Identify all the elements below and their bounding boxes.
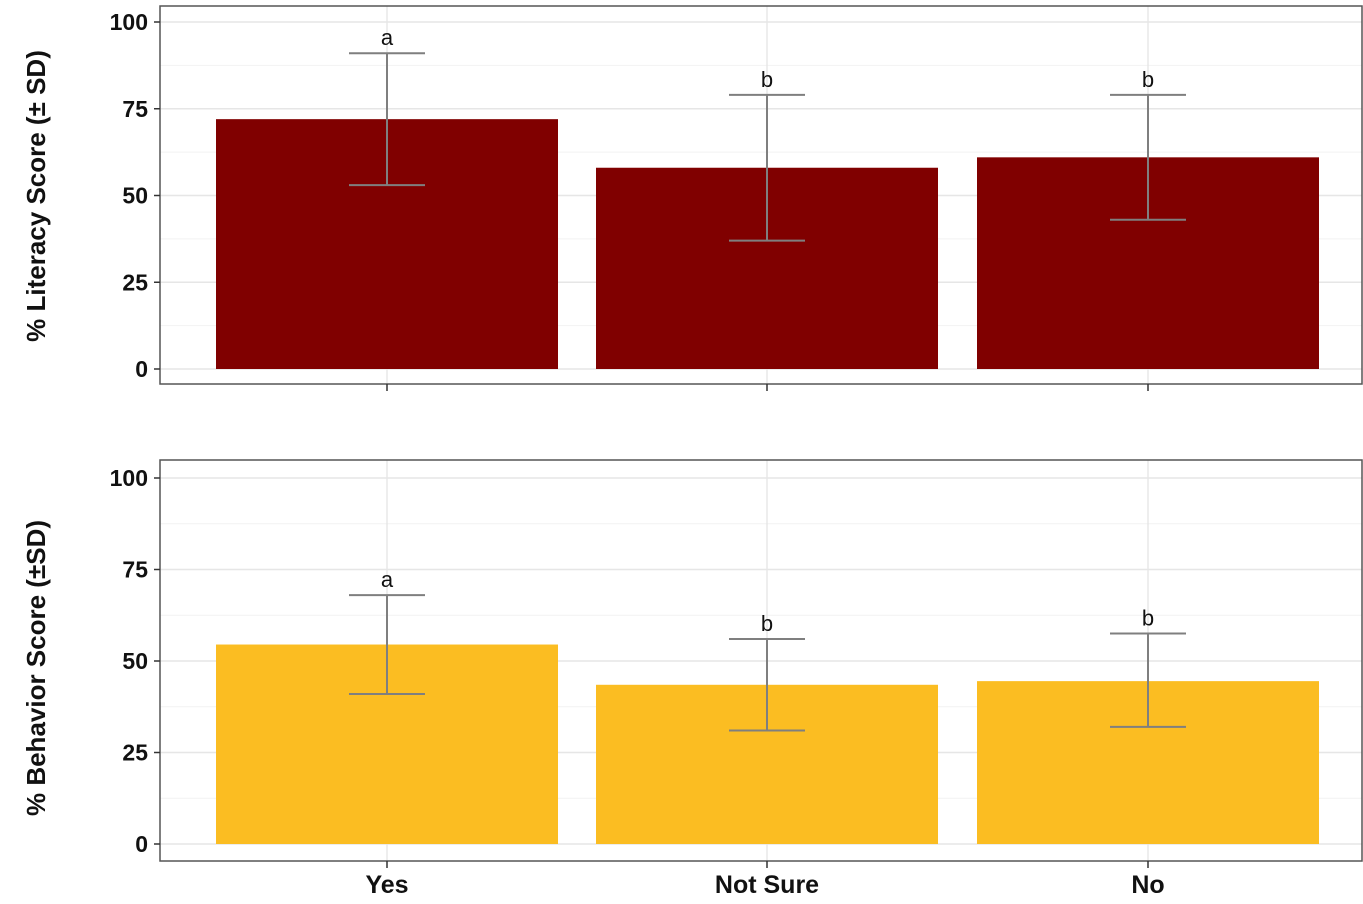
- error-bar: [729, 93, 805, 242]
- y-tick-label: 25: [122, 269, 148, 295]
- error-bar: [1110, 632, 1186, 728]
- y-tick-label: 75: [122, 557, 148, 583]
- y-tick-label: 50: [122, 648, 148, 674]
- y-tick-label: 50: [122, 183, 148, 209]
- y-tick-label: 0: [135, 831, 148, 857]
- significance-letter: b: [761, 611, 773, 636]
- error-bar: [1110, 93, 1186, 221]
- y-axis-label: % Behavior Score (±SD): [21, 520, 51, 816]
- y-tick-label: 100: [110, 9, 148, 35]
- x-tick-label: Yes: [365, 871, 408, 899]
- chart-panel-top: a b b 0 25 50 75 100 % Literacy Score (± SD): [21, 5, 1363, 391]
- x-tick-label: Not Sure: [715, 871, 819, 899]
- x-tick-label: No: [1131, 871, 1164, 899]
- error-bar: [349, 594, 425, 695]
- error-bar: [349, 52, 425, 187]
- significance-letter: a: [381, 567, 394, 592]
- y-tick-label: 25: [122, 740, 148, 766]
- significance-letter: a: [381, 25, 394, 50]
- significance-letter: b: [761, 67, 773, 92]
- error-bar: [729, 638, 805, 732]
- significance-letter: b: [1142, 606, 1154, 631]
- chart-panel-bottom: a b b 0 25 50 75 100 Yes Not Sure No % Behavior Sco…: [21, 459, 1363, 899]
- y-axis-label: % Literacy Score (± SD): [21, 50, 51, 342]
- y-tick-label: 75: [122, 96, 148, 122]
- y-tick-label: 100: [110, 465, 148, 491]
- significance-letter: b: [1142, 67, 1154, 92]
- y-tick-label: 0: [135, 356, 148, 382]
